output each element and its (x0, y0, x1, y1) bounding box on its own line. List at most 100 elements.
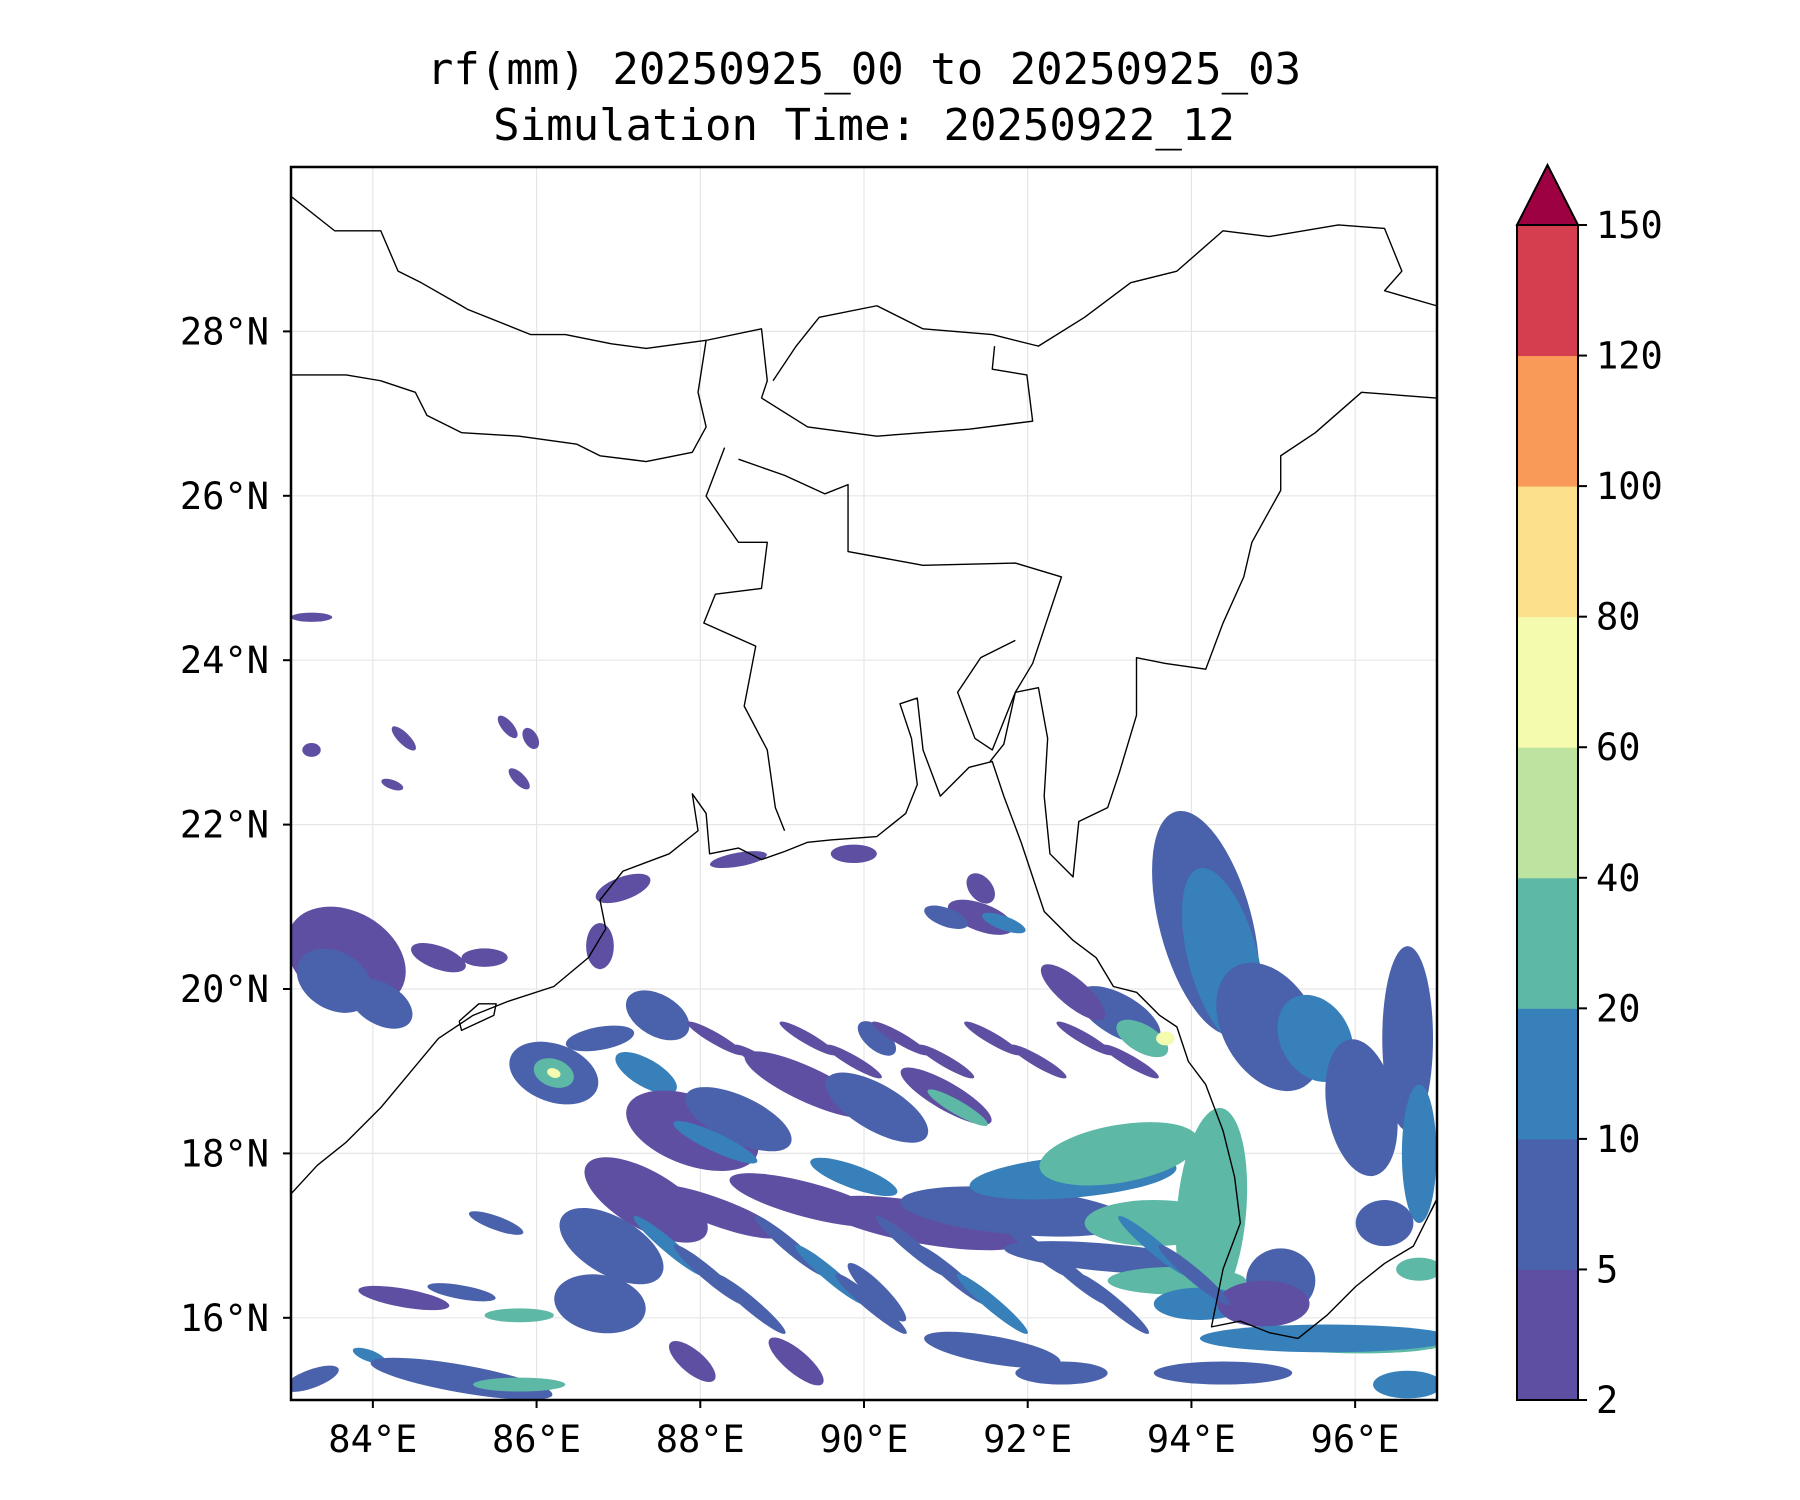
rain-contour (650, 1184, 781, 1239)
rain-contour (559, 1207, 664, 1285)
rain-contour (468, 1211, 524, 1235)
lon-tick-label: 84°E (328, 1418, 417, 1461)
rain-contour (1396, 1257, 1437, 1281)
rain-contour (547, 1068, 561, 1078)
rain-contour (1040, 964, 1106, 1021)
lat-tick-label: 22°N (180, 804, 269, 847)
rain-contour (1217, 1280, 1310, 1327)
colorbar-label: 20 (1596, 987, 1641, 1030)
colorbar-extend-arrow (1515, 162, 1580, 226)
lon-tick-label: 88°E (656, 1418, 745, 1461)
rainfall-field (291, 612, 1437, 1400)
rain-contour (484, 1308, 554, 1323)
rain-contour (554, 1274, 646, 1334)
rain-contour (820, 1195, 1026, 1251)
rain-contour (473, 1377, 566, 1392)
rain-contour (584, 1157, 708, 1243)
rain-contour (1382, 946, 1434, 1131)
coastline (989, 391, 1437, 878)
rain-contour (847, 1262, 907, 1322)
colorbar-segment (1517, 747, 1578, 879)
rain-contour (1116, 1019, 1169, 1058)
colorbar-segment (1517, 1008, 1578, 1140)
rain-contour (1039, 1122, 1199, 1186)
rain-contour (1355, 1199, 1414, 1247)
coastline (458, 1003, 497, 1032)
rain-contour (1010, 1044, 1067, 1079)
coastlines-borders (291, 195, 1437, 1340)
rain-contour (779, 1021, 836, 1056)
coastline (772, 224, 1437, 382)
rain-contour (768, 1337, 824, 1386)
colorbar-label: 60 (1596, 726, 1641, 769)
rain-contour (1077, 1273, 1150, 1334)
rain-contour (615, 1051, 677, 1095)
lat-tick-label: 20°N (180, 968, 269, 1011)
rain-contour (966, 873, 995, 904)
rain-contour (810, 1157, 898, 1197)
lon-tick-label: 94°E (1147, 1418, 1236, 1461)
rain-contour (956, 1273, 1028, 1334)
lat-tick-label: 18°N (180, 1132, 269, 1175)
colorbar-segment (1517, 355, 1578, 487)
rain-contour (291, 1365, 339, 1392)
chart-title: rf(mm) 20250925_00 to 20250925_03 (426, 44, 1302, 95)
colorbar-segment (1517, 1138, 1578, 1270)
colorbar-label: 10 (1596, 1118, 1641, 1161)
coastline (738, 458, 1063, 751)
coastline (1430, 1199, 1437, 1212)
rain-contour (835, 1273, 907, 1334)
rain-contour (427, 1283, 496, 1302)
rain-contour (1102, 1044, 1159, 1079)
rain-contour (1015, 1361, 1108, 1385)
coastline (291, 697, 1437, 1340)
rain-contour (302, 743, 321, 757)
colorbar-segment (1517, 877, 1578, 1009)
coastline (761, 346, 1034, 437)
rain-contour (461, 948, 508, 967)
lon-tick-label: 86°E (492, 1418, 581, 1461)
rain-contour (291, 612, 333, 622)
colorbar-frame (1516, 224, 1579, 1401)
rain-contour (497, 715, 518, 739)
rain-contour (381, 778, 404, 791)
rain-contour (924, 1331, 1061, 1369)
colorbar-label: 100 (1596, 465, 1663, 508)
lat-tick-label: 16°N (180, 1297, 269, 1340)
rain-contour (1156, 1031, 1175, 1046)
rain-contour (714, 1273, 786, 1334)
rain-contour (358, 1285, 450, 1311)
rain-contour (668, 1340, 716, 1383)
rain-contour (349, 978, 413, 1029)
coastline (291, 328, 768, 463)
lat-tick-label: 28°N (180, 310, 269, 353)
rain-contour (981, 912, 1026, 934)
rain-contour (733, 1044, 790, 1079)
coastline (291, 195, 707, 350)
rain-contour (586, 923, 614, 970)
colorbar-segment (1517, 1269, 1578, 1401)
rain-contour (1004, 1241, 1212, 1275)
colorbar-label: 150 (1596, 204, 1663, 247)
rain-contour (917, 1044, 975, 1079)
rain-contour (522, 727, 540, 750)
rain-contour (1401, 1084, 1437, 1224)
colorbar-segment (1517, 486, 1578, 618)
chart-subtitle: Simulation Time: 20250922_12 (493, 100, 1235, 151)
rain-contour (900, 1186, 1131, 1237)
rain-contour (508, 768, 530, 790)
rain-contour (595, 873, 651, 904)
colorbar-label: 2 (1596, 1379, 1618, 1422)
rain-contour (391, 726, 416, 751)
lon-tick-label: 90°E (819, 1418, 908, 1461)
rain-contour (1325, 1039, 1398, 1177)
rain-contour (830, 844, 877, 864)
rain-contour (871, 1021, 929, 1056)
rain-contour (1056, 1021, 1113, 1056)
map-axes: 84°E 86°E 88°E 90°E 92°E 94°E 96°E 16°N 18°N 20°N… (180, 310, 1400, 1461)
rain-contour (924, 905, 969, 929)
rain-contour (625, 990, 690, 1041)
rain-contour (1373, 1370, 1437, 1399)
colorbar-segment (1517, 225, 1578, 357)
